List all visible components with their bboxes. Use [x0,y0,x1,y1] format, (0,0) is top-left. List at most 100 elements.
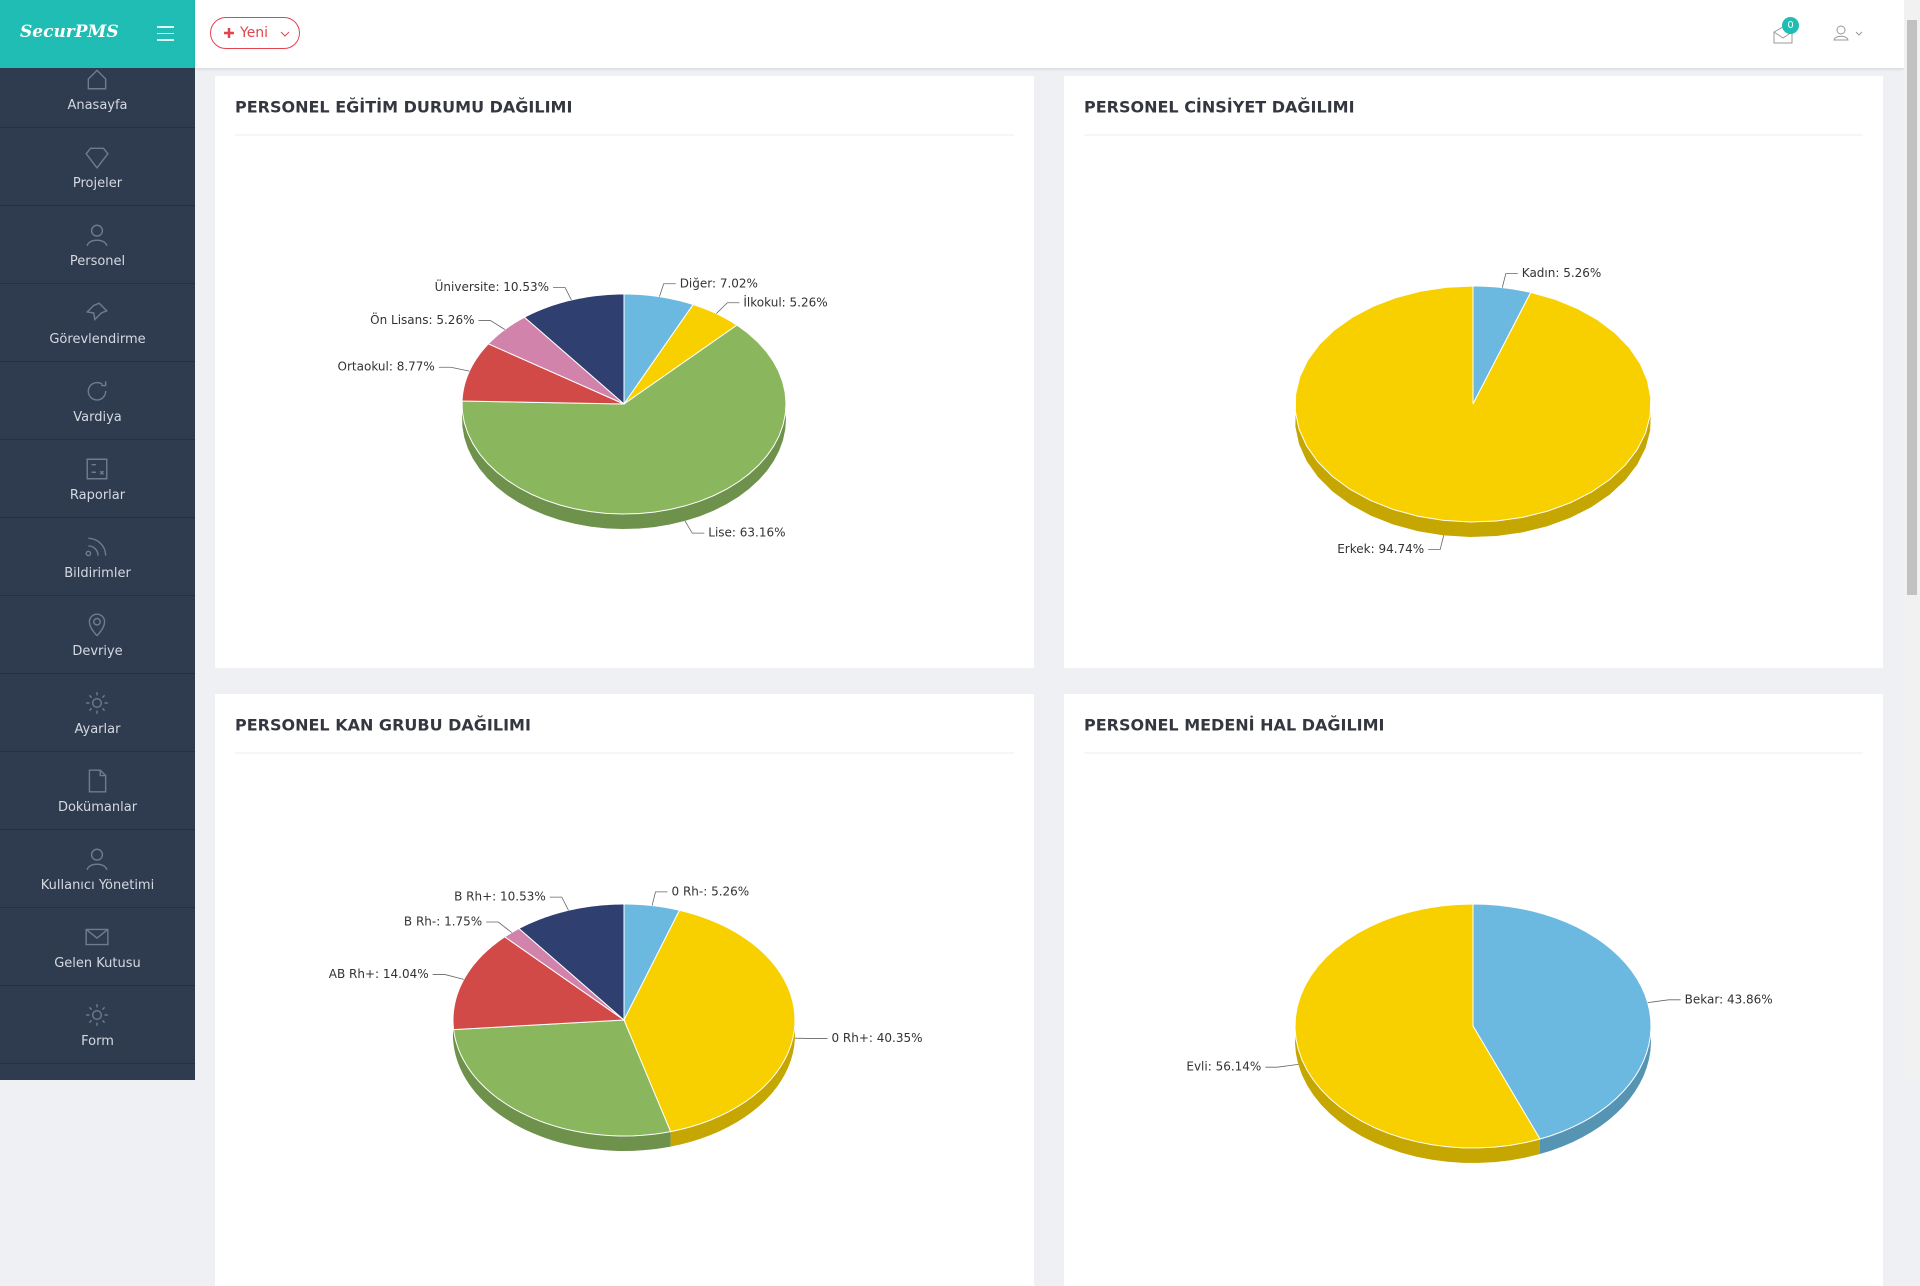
slice-label: B Rh+: 10.53% [454,890,546,904]
menu-label: Vardiya [0,410,195,425]
leader-line [439,367,470,371]
menu-icon [84,144,110,170]
leader-line [652,892,667,906]
menu-item[interactable]: Raporlar [0,440,195,518]
menu-icon [84,222,110,248]
icon-shape [86,929,108,944]
icon-shape [86,692,108,714]
icon-shape [89,614,104,636]
menu-icon [84,924,110,950]
menu-label: Gelen Kutusu [0,956,195,971]
leader-line [1648,1000,1681,1003]
menu-icon [84,768,110,794]
menu-item[interactable]: Projeler [0,128,195,206]
leader-line [433,974,464,979]
leader-line [716,303,739,314]
slice-label: Bekar: 43.86% [1685,992,1773,1006]
menu-label: Devriye [0,644,195,659]
menu-item[interactable]: Ayarlar [0,674,195,752]
slice-label: 0 Rh-: 5.26% [672,884,750,898]
chart-title: PERSONEL MEDENİ HAL DAĞILIMI [1084,716,1384,735]
menu-label: Görevlendirme [0,332,195,347]
menu-item[interactable]: Vardiya [0,362,195,440]
icon-shape [87,225,107,246]
chart-panel: PERSONEL MEDENİ HAL DAĞILIMI Bekar: 43.86… [1064,694,1883,1286]
chart: PERSONEL EĞİTİM DURUMU DAĞILIMI Diğer: 7.… [215,76,1034,668]
leader-line [486,922,511,932]
menu-label: Projeler [0,176,195,191]
slice-label: B Rh-: 1.75% [404,915,482,929]
icon-shape [87,303,107,319]
icon-shape [86,1004,108,1026]
menu-item[interactable]: Görevlendirme [0,284,195,362]
slice-label: Kadın: 5.26% [1522,266,1602,280]
slice-label: Diğer: 7.02% [680,276,758,290]
menu-icon [84,1002,110,1028]
logo-text: SecurPMS [20,22,119,42]
menu-icon [84,300,110,326]
menu-label: Bildirimler [0,566,195,581]
menu-item[interactable]: Personel [0,206,195,284]
leader-line [553,287,571,299]
page: SecurPMS Anasayfa Projeler Personel Görevle… [0,0,1920,1080]
chart: PERSONEL KAN GRUBU DAĞILIMI 0 Rh-: 5.26% 0… [215,694,1034,1286]
menu-icon [84,66,110,92]
slice-label: Üniversite: 10.53% [435,278,549,294]
leader-line [1265,1064,1298,1067]
mail-badge: 0 [1782,17,1799,34]
chart-title: PERSONEL KAN GRUBU DAĞILIMI [235,716,531,735]
icon-shape [87,849,107,870]
chart-title: PERSONEL EĞİTİM DURUMU DAĞILIMI [235,98,572,117]
sidebar: SecurPMS Anasayfa Projeler Personel Görevle… [0,0,195,1080]
icon-shape [89,770,105,792]
menu-label: Anasayfa [0,98,195,113]
menu-icon [84,534,110,560]
menu-item[interactable]: Kullanıcı Yönetimi [0,830,195,908]
icon-shape [88,381,105,400]
topbar: Yeni 0 [195,0,1904,68]
menu-item[interactable]: Devriye [0,596,195,674]
icon-shape [88,70,105,88]
slice-label: Evli: 56.14% [1186,1060,1261,1074]
menu-label: Ayarlar [0,722,195,737]
new-button[interactable]: Yeni [210,17,300,49]
scrollbar[interactable] [1904,0,1920,1080]
slice [1295,286,1650,522]
chart: PERSONEL MEDENİ HAL DAĞILIMI Bekar: 43.86… [1064,694,1883,1286]
chart-panel: PERSONEL EĞİTİM DURUMU DAĞILIMI Diğer: 7.… [215,76,1034,668]
menu-item[interactable]: Dokümanlar [0,752,195,830]
menu-icon [84,378,110,404]
leader-line [659,284,675,297]
slice-label: Ortaokul: 8.77% [338,360,435,374]
menu-label: Kullanıcı Yönetimi [0,878,195,893]
menu-icon [84,846,110,872]
slice-label: Erkek: 94.74% [1337,542,1424,556]
menu-icon [84,690,110,716]
menu-label: Personel [0,254,195,269]
icon-shape [86,538,105,555]
slice-label: 0 Rh+: 40.35% [831,1031,922,1045]
icon-shape [87,459,107,479]
menu: Anasayfa Projeler Personel Görevlendirme Var… [0,50,195,1064]
slice-label: Lise: 63.16% [708,526,785,540]
menu-item[interactable]: Anasayfa [0,50,195,128]
menu-item[interactable]: Bildirimler [0,518,195,596]
chart-panel: PERSONEL KAN GRUBU DAĞILIMI 0 Rh-: 5.26% 0… [215,694,1034,1286]
leader-line [550,897,569,910]
menu-icon [84,456,110,482]
menu-toggle[interactable] [157,26,174,46]
menu-item[interactable]: Gelen Kutusu [0,908,195,986]
new-button-label: Yeni [240,25,268,41]
leader-line [478,321,504,330]
leader-line [1502,274,1518,288]
menu-item[interactable]: Form [0,986,195,1064]
menu-label: Form [0,1034,195,1049]
menu-label: Dokümanlar [0,800,195,815]
user-menu[interactable] [1833,24,1873,44]
leader-line [685,521,704,533]
slice-label: İlkokul: 5.26% [743,294,827,309]
leader-line [1428,535,1444,549]
icon-shape [86,148,108,168]
